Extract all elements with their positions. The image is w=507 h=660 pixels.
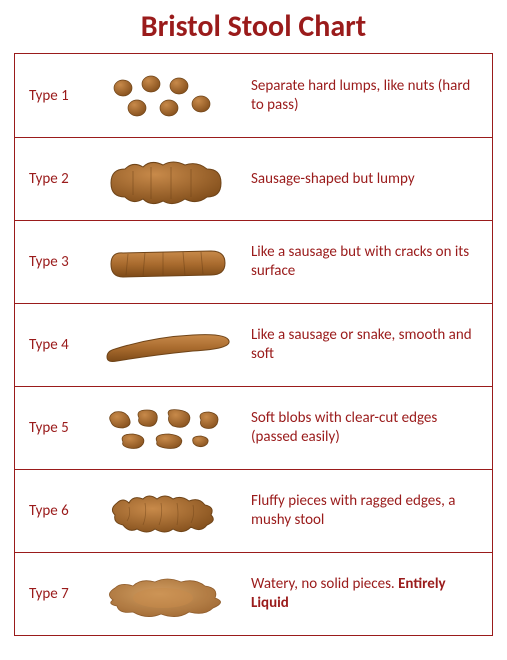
type-label: Type 2 bbox=[15, 170, 93, 188]
type-label: Type 6 bbox=[15, 502, 93, 520]
table-row: Type 4 Like a sausage or snake, smooth a… bbox=[15, 303, 492, 386]
table-row: Type 2 Sausage-shaped but lumpy bbox=[15, 137, 492, 220]
type2-illustration bbox=[93, 144, 243, 214]
type-description: Like a sausage or snake, smooth and soft bbox=[243, 326, 492, 364]
table-row: Type 3 Like a sausage but with cracks on… bbox=[15, 220, 492, 303]
chart-title: Bristol Stool Chart bbox=[14, 8, 493, 45]
table-row: Type 7 Watery, no solid pieces. Entirely… bbox=[15, 552, 492, 635]
table-row: Type 5 Soft blobs with clear-cut edges (… bbox=[15, 386, 492, 469]
type-label: Type 1 bbox=[15, 87, 93, 105]
type-label: Type 7 bbox=[15, 585, 93, 603]
type-description: Watery, no solid pieces. Entirely Liquid bbox=[243, 575, 492, 613]
table-row: Type 1 Separate hard lumps, like nuts (h… bbox=[15, 54, 492, 137]
type-description: Separate hard lumps, like nuts (hard to … bbox=[243, 77, 492, 115]
type-description: Soft blobs with clear-cut edges (passed … bbox=[243, 409, 492, 447]
type-label: Type 4 bbox=[15, 336, 93, 354]
type-label: Type 5 bbox=[15, 419, 93, 437]
type-description: Fluffy pieces with ragged edges, a mushy… bbox=[243, 492, 492, 530]
type3-illustration bbox=[93, 227, 243, 297]
type-description: Like a sausage but with cracks on its su… bbox=[243, 243, 492, 281]
type4-illustration bbox=[93, 310, 243, 380]
type-description: Sausage-shaped but lumpy bbox=[243, 170, 492, 189]
type7-illustration bbox=[93, 559, 243, 629]
chart-table: Type 1 Separate hard lumps, like nuts (h… bbox=[14, 53, 493, 636]
desc-text: Watery, no solid pieces. bbox=[251, 575, 398, 593]
type-label: Type 3 bbox=[15, 253, 93, 271]
type1-illustration bbox=[93, 61, 243, 131]
table-row: Type 6 Fluffy pieces with ragged edges, … bbox=[15, 469, 492, 552]
type5-illustration bbox=[93, 393, 243, 463]
type6-illustration bbox=[93, 476, 243, 546]
